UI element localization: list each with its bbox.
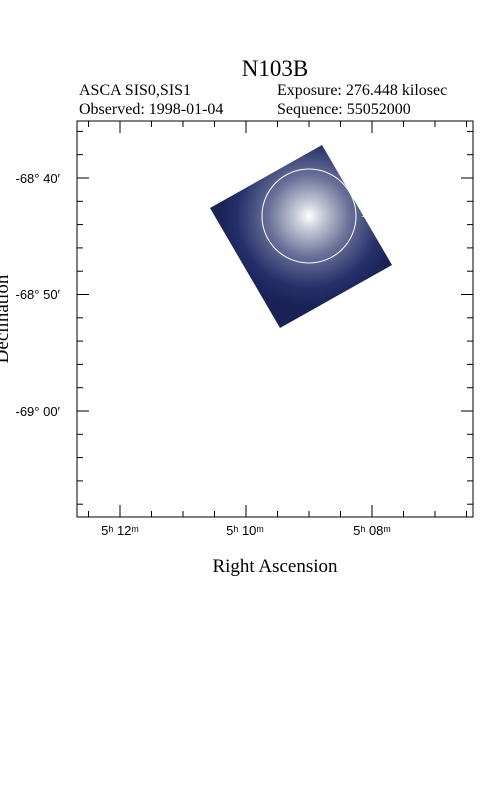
region-circle <box>261 168 357 264</box>
x-tick-label: 5ʰ 12ᵐ <box>101 523 139 538</box>
x-tick-label: 5ʰ 08ᵐ <box>353 523 391 538</box>
instrument: ASCA SIS0,SIS1 <box>79 82 191 99</box>
y-tick-label: -68° 50′ <box>16 287 61 302</box>
y-tick-label: -69° 00′ <box>16 404 61 419</box>
x-tick-label: 5ʰ 10ᵐ <box>226 523 264 538</box>
title: N103B <box>242 56 308 81</box>
sequence: Sequence: 55052000 <box>277 101 411 118</box>
y-axis-label: Declination <box>0 274 13 363</box>
ticks <box>77 121 473 517</box>
region-label: 1 <box>360 205 368 221</box>
plot-frame <box>76 120 474 518</box>
sky-image <box>210 145 392 328</box>
observed: Observed: 1998-01-04 <box>79 101 223 118</box>
y-tick-label: -68° 40′ <box>16 171 61 186</box>
x-axis-label: Right Ascension <box>212 556 338 577</box>
exposure: Exposure: 276.448 kilosec <box>277 82 447 99</box>
